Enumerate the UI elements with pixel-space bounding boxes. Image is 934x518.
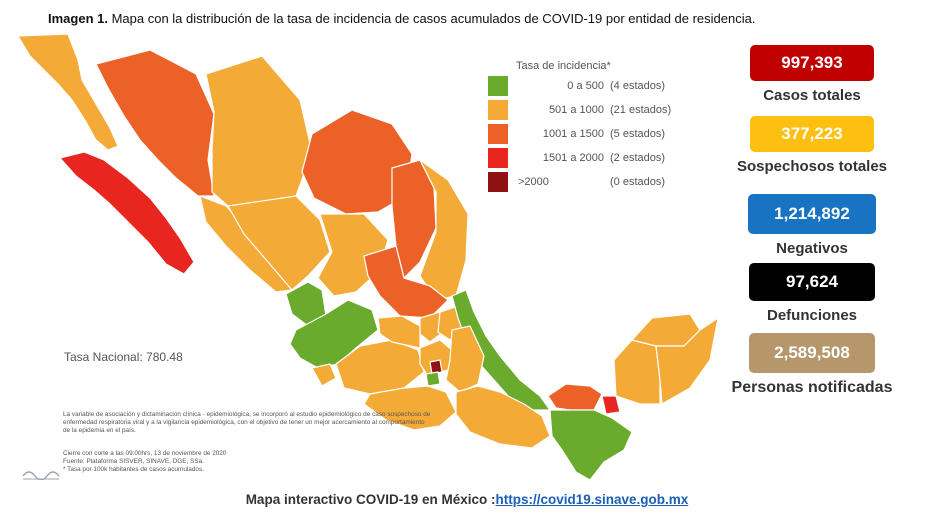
- state-jalisco[interactable]: [289, 299, 379, 369]
- state-chihuahua[interactable]: [205, 55, 313, 211]
- legend-count: (21 estados): [610, 104, 672, 116]
- footer-text: Mapa interactivo COVID-19 en México :: [245, 492, 496, 507]
- legend-range: 0 a 500: [567, 80, 604, 92]
- legend-item: 501 a 1000 (21 estados): [488, 98, 680, 122]
- legend-item: >2000 (0 estados): [488, 170, 680, 194]
- legend-count: (4 estados): [610, 80, 666, 92]
- legend-swatch: [488, 148, 508, 168]
- cutoff-note: Cierre con corte a las 09:00hrs, 13 de n…: [63, 450, 227, 457]
- stat-label: Defunciones: [766, 307, 857, 324]
- legend-swatch: [488, 124, 508, 144]
- state-baja-california-sur[interactable]: [59, 151, 195, 275]
- legend-swatch: [488, 100, 508, 120]
- legend-swatch: [488, 76, 508, 96]
- source-note: Fuente: Plataforma SISVER, SINAVE, DGE, …: [63, 458, 204, 465]
- stat-value-badge: 2,589,508: [749, 333, 875, 373]
- state-guerrero[interactable]: [363, 385, 457, 431]
- legend-count: (5 estados): [610, 128, 666, 140]
- footer: Mapa interactivo COVID-19 en México :htt…: [0, 492, 934, 507]
- stat-total-cases: 997,393 Casos totales: [700, 45, 924, 104]
- source-notes: Cierre con corte a las 09:00hrs, 13 de n…: [63, 450, 363, 474]
- rate-note: * Tasa por 100k habitantes de casos acum…: [63, 466, 204, 473]
- legend-range: 501 a 1000: [548, 104, 604, 116]
- wave-logo-icon: [22, 471, 60, 480]
- map-link[interactable]: https://covid19.sinave.gob.mx: [495, 492, 689, 507]
- stat-label: Sospechosos totales: [736, 158, 888, 175]
- state-michoacan[interactable]: [335, 339, 425, 395]
- title-text: Mapa con la distribución de la tasa de i…: [111, 11, 756, 26]
- state-colima[interactable]: [311, 363, 337, 387]
- state-tabasco[interactable]: [547, 383, 603, 411]
- title-label: Imagen 1.: [48, 11, 108, 26]
- state-san-luis-potosi[interactable]: [363, 245, 449, 319]
- map-legend: Tasa de incidencia* 0 a 500 (4 estados) …: [488, 60, 680, 194]
- stat-label: Personas notificadas: [731, 379, 893, 396]
- state-campeche[interactable]: [613, 339, 661, 405]
- state-baja-california[interactable]: [17, 33, 119, 151]
- state-oaxaca[interactable]: [455, 385, 551, 449]
- stat-value-badge: 1,214,892: [748, 194, 876, 234]
- legend-count: (0 estados): [610, 176, 666, 188]
- legend-range: 1001 a 1500: [542, 128, 604, 140]
- stat-suspected: 377,223 Sospechosos totales: [700, 116, 924, 175]
- legend-title: Tasa de incidencia*: [516, 60, 611, 72]
- legend-range: 1501 a 2000: [542, 152, 604, 164]
- state-cdmx[interactable]: [429, 359, 443, 375]
- stat-label: Casos totales: [763, 87, 861, 104]
- page-title: Imagen 1. Mapa con la distribución de la…: [48, 11, 755, 26]
- methodology-note: La variable de asociación y dictaminació…: [63, 411, 431, 434]
- legend-count: (2 estados): [610, 152, 666, 164]
- state-durango[interactable]: [227, 195, 331, 291]
- state-sonora[interactable]: [95, 49, 215, 197]
- stat-value-badge: 97,624: [749, 263, 875, 301]
- state-tlaxcala[interactable]: [425, 371, 441, 387]
- legend-range: >2000: [518, 176, 549, 188]
- legend-swatch: [488, 172, 508, 192]
- stat-value-badge: 377,223: [750, 116, 874, 152]
- state-quintana-roo[interactable]: [655, 317, 719, 405]
- stat-label: Negativos: [776, 240, 848, 257]
- legend-item: 1501 a 2000 (2 estados): [488, 146, 680, 170]
- stat-deaths: 97,624 Defunciones: [700, 263, 924, 324]
- state-chiapas[interactable]: [549, 409, 633, 481]
- state-tabasco-east[interactable]: [601, 395, 621, 415]
- stat-negatives: 1,214,892 Negativos: [700, 194, 924, 257]
- stat-notified: 2,589,508 Personas notificadas: [700, 333, 924, 397]
- stat-value-badge: 997,393: [750, 45, 874, 81]
- legend-item: 0 a 500 (4 estados): [488, 74, 680, 98]
- national-rate: Tasa Nacional: 780.48: [64, 350, 183, 364]
- legend-item: 1001 a 1500 (5 estados): [488, 122, 680, 146]
- mexico-incidence-map: [17, 33, 719, 481]
